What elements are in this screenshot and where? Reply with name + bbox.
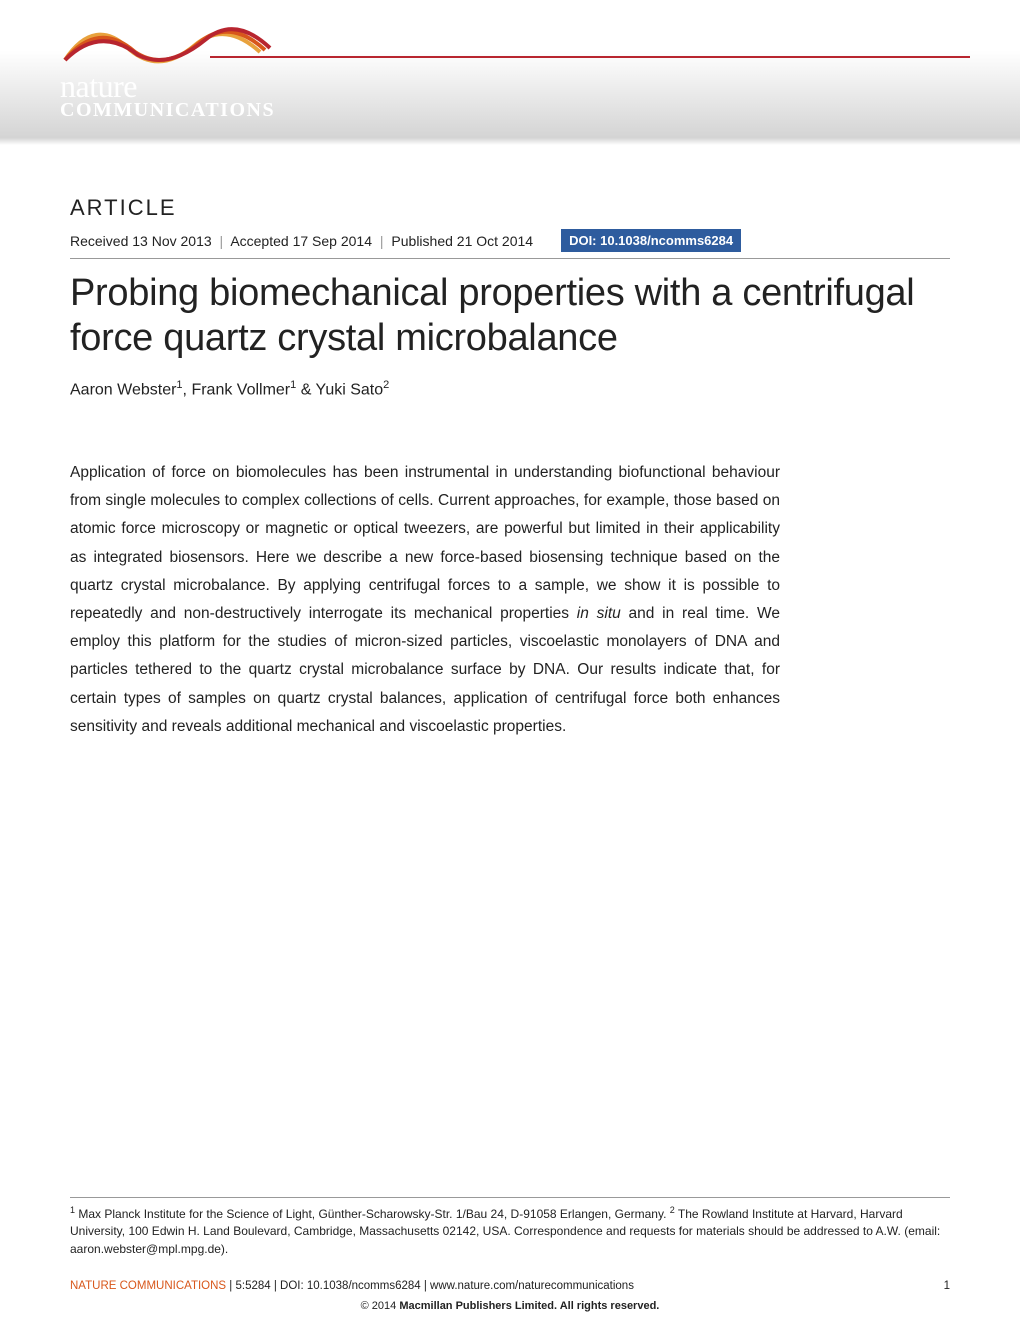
author-affiliations: 1 Max Planck Institute for the Science o…: [70, 1204, 950, 1258]
citation-row: NATURE COMMUNICATIONS | 5:5284 | DOI: 10…: [70, 1280, 950, 1292]
article-dates: Received 13 Nov 2013 | Accepted 17 Sep 2…: [70, 233, 533, 249]
copyright-line: © 2014 Macmillan Publishers Limited. All…: [70, 1300, 950, 1312]
article-abstract: Application of force on biomolecules has…: [70, 459, 780, 741]
page-footer: 1 Max Planck Institute for the Science o…: [70, 1197, 950, 1312]
logo-text-nature: nature: [60, 70, 275, 102]
journal-banner: nature COMMUNICATIONS: [0, 0, 1020, 145]
affiliation-rule-icon: [70, 1197, 950, 1198]
article-meta-row: Received 13 Nov 2013 | Accepted 17 Sep 2…: [70, 229, 950, 252]
article-title: Probing biomechanical properties with a …: [70, 271, 950, 361]
article-type-label: ARTICLE: [70, 195, 950, 221]
article-authors: Aaron Webster1, Frank Vollmer1 & Yuki Sa…: [70, 379, 950, 399]
citation-journal: NATURE COMMUNICATIONS: [70, 1280, 226, 1292]
citation-text: NATURE COMMUNICATIONS | 5:5284 | DOI: 10…: [70, 1280, 634, 1292]
citation-details: | 5:5284 | DOI: 10.1038/ncomms6284 | www…: [226, 1280, 634, 1292]
article-content: ARTICLE Received 13 Nov 2013 | Accepted …: [0, 145, 1020, 741]
separator-icon: |: [220, 233, 224, 249]
doi-badge[interactable]: DOI: 10.1038/ncomms6284: [561, 229, 741, 252]
date-published: Published 21 Oct 2014: [391, 233, 533, 249]
separator-icon: |: [380, 233, 384, 249]
date-received: Received 13 Nov 2013: [70, 233, 212, 249]
banner-rule-icon: [210, 56, 970, 58]
page-number: 1: [944, 1280, 950, 1292]
header-rule-icon: [70, 258, 950, 259]
logo-text-communications: COMMUNICATIONS: [60, 100, 275, 120]
date-accepted: Accepted 17 Sep 2014: [230, 233, 372, 249]
